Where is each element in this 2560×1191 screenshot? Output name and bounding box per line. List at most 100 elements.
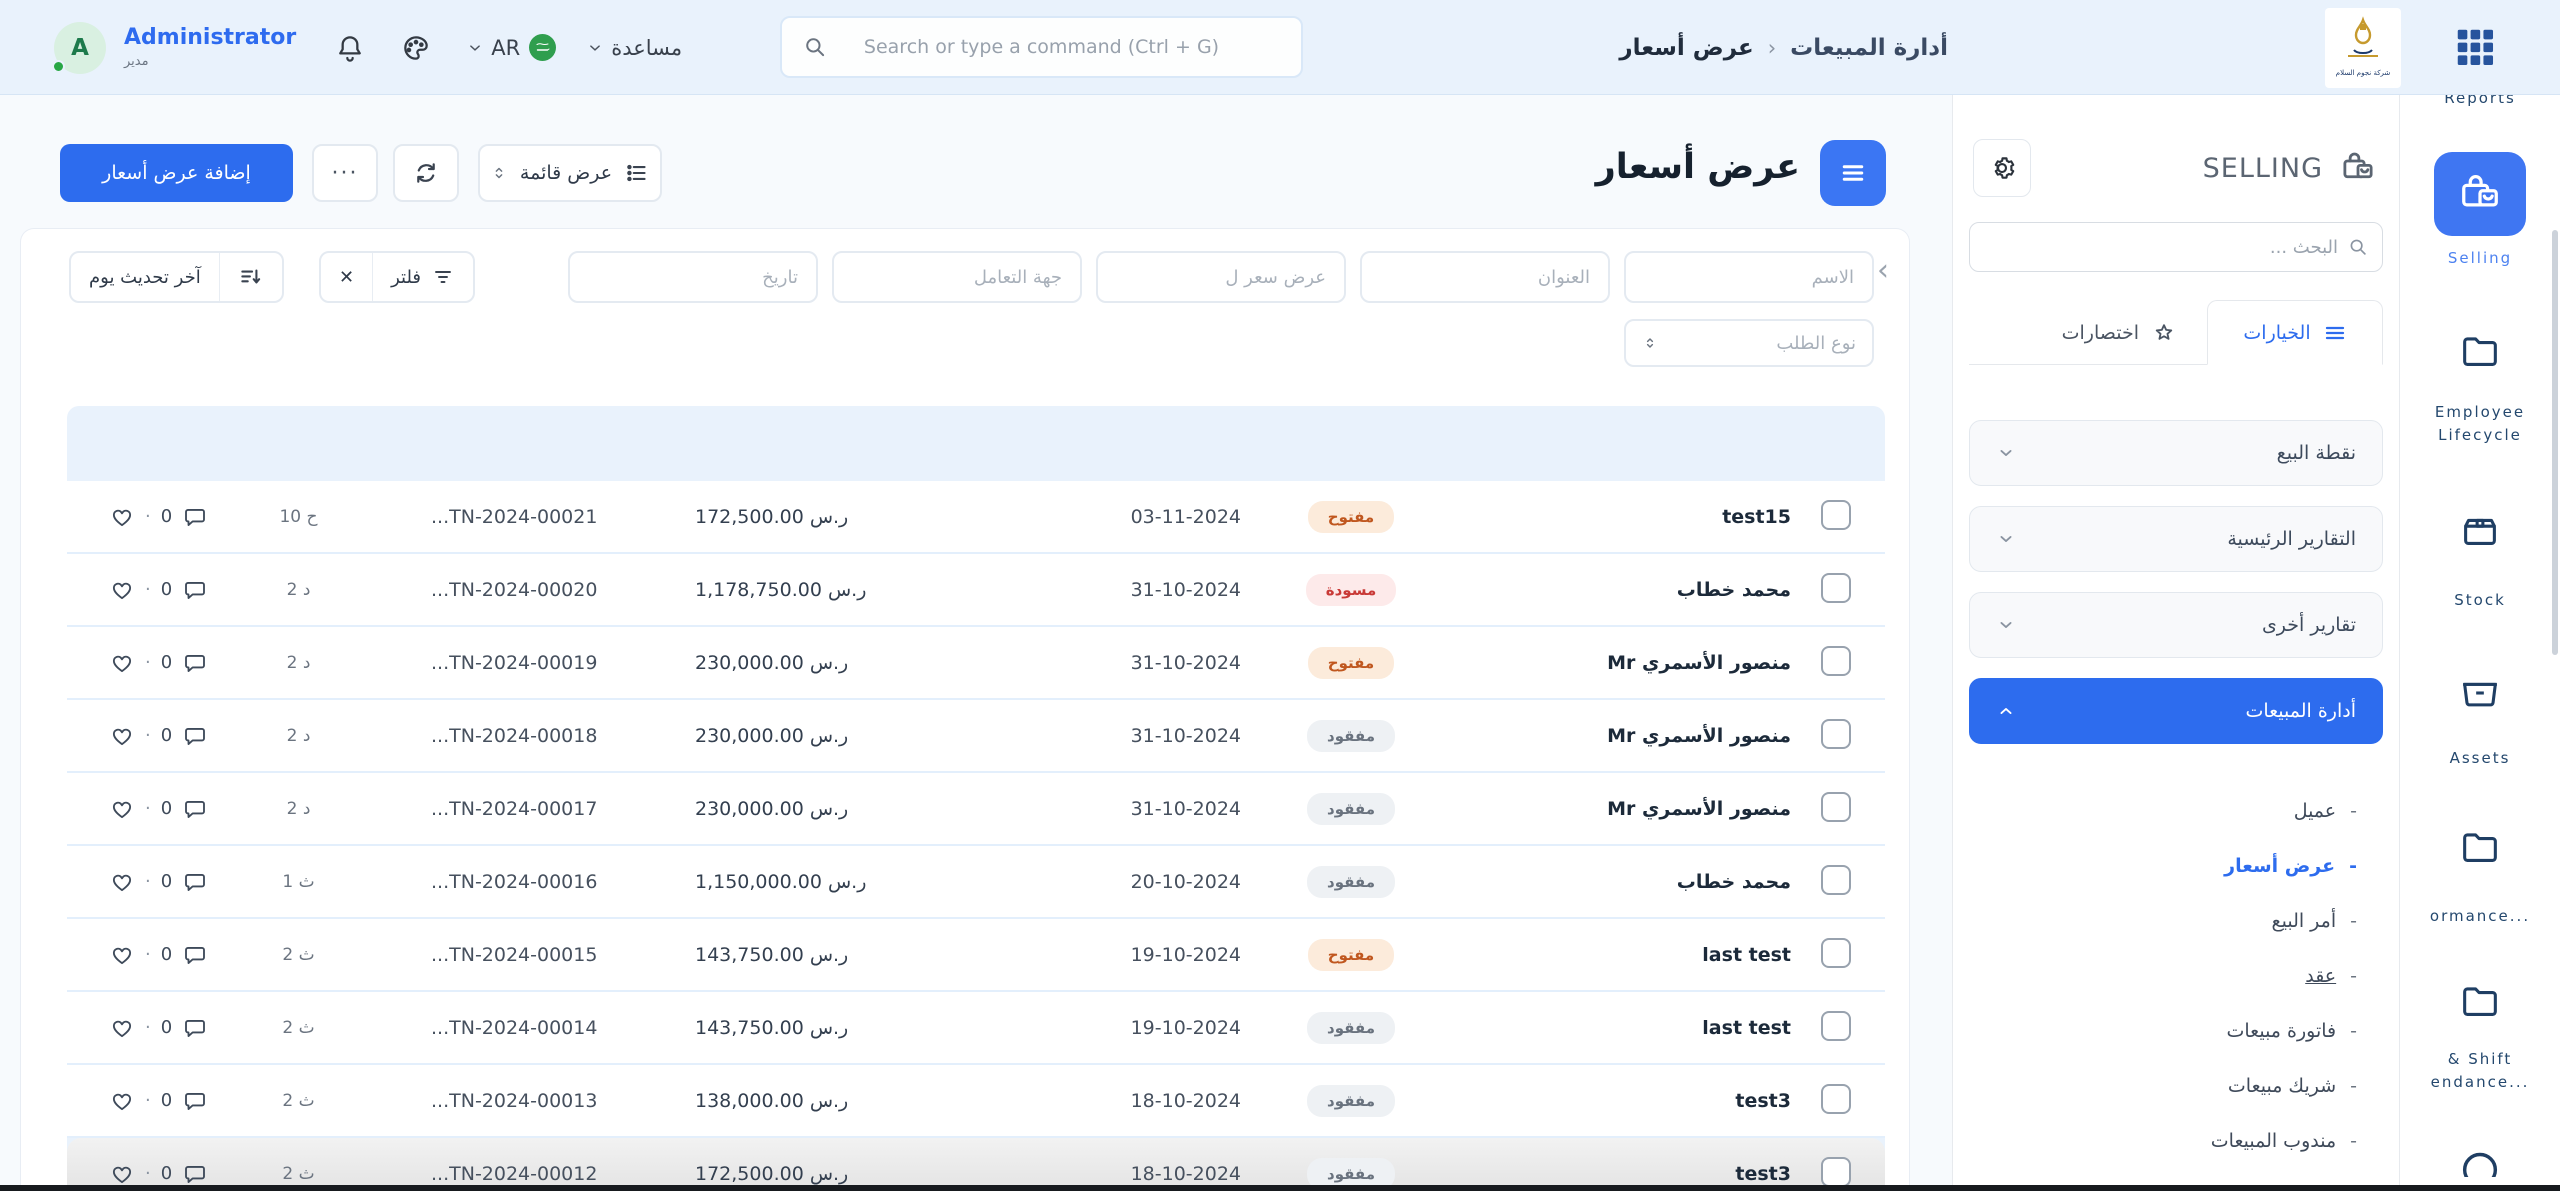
sidebar-item[interactable]: - أمر البيع [1969,893,2383,948]
comment-bubble-icon[interactable] [182,577,208,603]
theme-palette-icon[interactable] [400,32,432,64]
sidebar-item[interactable]: - شريك مبيعات [1969,1058,2383,1113]
row-title-cell[interactable]: last test [1702,943,1791,966]
comment-bubble-icon[interactable] [182,796,208,822]
row-name-cell[interactable]: ...TN-2024-00018 [431,724,598,747]
apps-grid-icon[interactable] [2452,24,2498,70]
order-type-select[interactable]: نوع الطلب [1624,319,1874,367]
filter-button[interactable]: فلتر [372,253,473,301]
sidebar-item[interactable]: - مندوب المبيعات [1969,1113,2383,1168]
sidebar-section[interactable]: أدارة المبيعات [1969,678,2383,744]
language-selector[interactable]: AR [466,34,557,61]
row-title-cell[interactable]: test3 [1735,1162,1791,1185]
filter-field-input[interactable] [1624,251,1874,303]
comment-bubble-icon[interactable] [182,1088,208,1114]
row-checkbox[interactable] [1791,1083,1851,1118]
view-switcher-button[interactable]: عرض قائمة [478,144,662,202]
row-name-cell[interactable]: ...TN-2024-00017 [431,797,598,820]
sidebar-section[interactable]: تقارير أخرى [1969,592,2383,658]
notifications-bell-icon[interactable] [334,32,366,64]
table-row[interactable]: محمد خطاب مفقود 20-10-2024 1,150,000.00 … [67,846,1885,919]
scrollbar-thumb[interactable] [2552,230,2558,655]
table-row[interactable]: test3 مفقود 18-10-2024 172,500.00 ر.س ..… [67,1138,1885,1191]
heart-icon[interactable] [109,796,135,822]
row-name-cell[interactable]: ...TN-2024-00019 [431,651,598,674]
row-name-cell[interactable]: ...TN-2024-00016 [431,870,598,893]
comment-bubble-icon[interactable] [182,504,208,530]
table-row[interactable]: Mr منصور الأسمري مفقود 31-10-2024 230,00… [67,773,1885,846]
row-title-cell[interactable]: test3 [1735,1089,1791,1112]
user-block[interactable]: Administrator مدير [124,26,296,69]
sidebar-item[interactable]: - عرض أسعار [1969,838,2383,893]
row-name-cell[interactable]: ...TN-2024-00015 [431,943,598,966]
row-checkbox[interactable] [1791,645,1851,680]
heart-icon[interactable] [109,869,135,895]
breadcrumb-current[interactable]: عرض أسعار [1619,34,1754,61]
rail-item-reports[interactable]: Reports [2400,95,2560,110]
heart-icon[interactable] [109,577,135,603]
rail-item-shift[interactable]: Shift & ...endance [2400,1048,2560,1095]
rail-item-assets[interactable]: Assets [2400,747,2560,770]
sidebar-item[interactable]: - فاتورة مبيعات [1969,1003,2383,1058]
filter-field-input[interactable] [1360,251,1610,303]
rail-item-employee[interactable]: Employee Lifecycle [2400,401,2560,448]
more-menu-button[interactable]: ··· [312,144,378,202]
rail-item-performance[interactable]: ...ormance [2400,905,2560,928]
sidebar-search-input[interactable] [1969,222,2383,272]
comment-bubble-icon[interactable] [182,650,208,676]
sidebar-item[interactable]: - عميل [1969,783,2383,838]
table-row[interactable]: test3 مفقود 18-10-2024 138,000.00 ر.س ..… [67,1065,1885,1138]
row-name-cell[interactable]: ...TN-2024-00013 [431,1089,598,1112]
row-title-cell[interactable]: test15 [1722,505,1791,528]
rail-item-stock[interactable]: Stock [2400,589,2560,612]
heart-icon[interactable] [109,942,135,968]
table-row[interactable]: last test مفتوح 19-10-2024 143,750.00 ر.… [67,919,1885,992]
sort-order-label[interactable]: آخر تحديث يوم [89,266,201,288]
row-checkbox[interactable] [1791,864,1851,899]
table-row[interactable]: Mr منصور الأسمري مفقود 31-10-2024 230,00… [67,700,1885,773]
sidebar-section[interactable]: التقارير الرئيسية [1969,506,2383,572]
comment-bubble-icon[interactable] [182,1161,208,1187]
row-checkbox[interactable] [1791,1010,1851,1045]
filter-field-input[interactable] [832,251,1082,303]
row-checkbox[interactable] [1791,718,1851,753]
global-search-input[interactable] [780,16,1303,78]
help-menu[interactable]: مساعدة [586,36,682,60]
filter-field-input[interactable] [568,251,818,303]
table-row[interactable]: محمد خطاب مسودة 31-10-2024 1,178,750.00 … [67,554,1885,627]
partial-circle-icon[interactable] [2400,1143,2560,1177]
user-avatar[interactable]: A [52,21,106,74]
heart-icon[interactable] [109,650,135,676]
filter-area-collapse-chevron[interactable]: › [1877,253,1889,288]
workspace-sidebar-toggle-button[interactable] [1820,140,1886,206]
assets-tray-icon[interactable] [2400,670,2560,716]
row-name-cell[interactable]: ...TN-2024-00014 [431,1016,598,1039]
table-row[interactable]: test15 مفتوح 03-11-2024 172,500.00 ر.س .… [67,481,1885,554]
stock-box-icon[interactable] [2400,508,2560,554]
row-title-cell[interactable]: Mr منصور الأسمري [1607,651,1791,674]
row-checkbox[interactable] [1791,1156,1851,1191]
company-logo[interactable]: شركة نجوم السلام [2325,8,2401,88]
sort-icon[interactable] [218,253,282,301]
tab-shortcuts[interactable]: اختصارات [2036,300,2203,365]
comment-bubble-icon[interactable] [182,869,208,895]
sidebar-item[interactable]: - عقد [1969,948,2383,1003]
filter-field-input[interactable] [1096,251,1346,303]
breadcrumb-parent[interactable]: أدارة المبيعات [1790,34,1948,61]
table-row[interactable]: Mr منصور الأسمري مفتوح 31-10-2024 230,00… [67,627,1885,700]
row-title-cell[interactable]: محمد خطاب [1676,870,1791,893]
heart-icon[interactable] [109,1015,135,1041]
heart-icon[interactable] [109,1088,135,1114]
table-row[interactable]: last test مفقود 19-10-2024 143,750.00 ر.… [67,992,1885,1065]
rail-selling-label-wrap[interactable]: Selling [2400,247,2560,270]
row-title-cell[interactable]: Mr منصور الأسمري [1607,724,1791,747]
comment-bubble-icon[interactable] [182,1015,208,1041]
folder-icon[interactable] [2400,824,2560,870]
refresh-button[interactable] [393,144,459,202]
clear-filter-button[interactable]: ✕ [339,266,355,288]
sidebar-section[interactable]: نقطة البيع [1969,420,2383,486]
row-name-cell[interactable]: ...TN-2024-00012 [431,1162,598,1185]
row-checkbox[interactable] [1791,572,1851,607]
row-title-cell[interactable]: Mr منصور الأسمري [1607,797,1791,820]
folder-icon[interactable] [2400,978,2560,1024]
